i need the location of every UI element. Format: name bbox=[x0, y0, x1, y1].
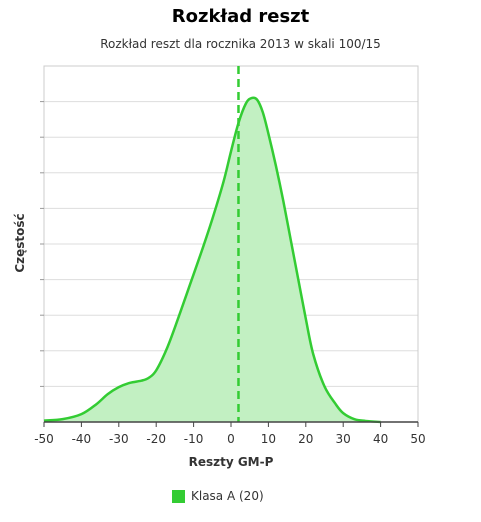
x-tick-label: 0 bbox=[227, 432, 235, 446]
chart-title: Rozkład reszt bbox=[171, 6, 310, 27]
chart-subtitle: Rozkład reszt dla rocznika 2013 w skali … bbox=[100, 37, 381, 51]
x-tick-label: 10 bbox=[261, 432, 276, 446]
legend-swatch bbox=[172, 489, 185, 503]
legend[interactable]: Klasa A (20) bbox=[172, 488, 264, 504]
series-line bbox=[43, 96, 381, 424]
x-tick-label: -30 bbox=[109, 432, 129, 446]
x-tick-label: -40 bbox=[72, 432, 92, 446]
series-area-fill bbox=[44, 97, 381, 423]
legend-label: Klasa A (20) bbox=[191, 489, 264, 503]
x-tick-label: 50 bbox=[410, 432, 425, 446]
x-axis-label: Reszty GM-P bbox=[189, 455, 274, 469]
x-tick-label: 20 bbox=[298, 432, 313, 446]
x-tick-label: 30 bbox=[336, 432, 351, 446]
y-axis-label: Częstość bbox=[13, 213, 27, 272]
series-layer bbox=[43, 66, 381, 424]
plot-frame bbox=[43, 65, 419, 423]
x-tick-label: 40 bbox=[373, 432, 388, 446]
grid bbox=[43, 65, 419, 423]
axes: -50 -40 -30 -20 -10 0 10 20 30 40 50 bbox=[34, 101, 426, 446]
x-tick-label: -20 bbox=[146, 432, 166, 446]
x-tick-label: -10 bbox=[184, 432, 204, 446]
x-tick-label: -50 bbox=[34, 432, 54, 446]
